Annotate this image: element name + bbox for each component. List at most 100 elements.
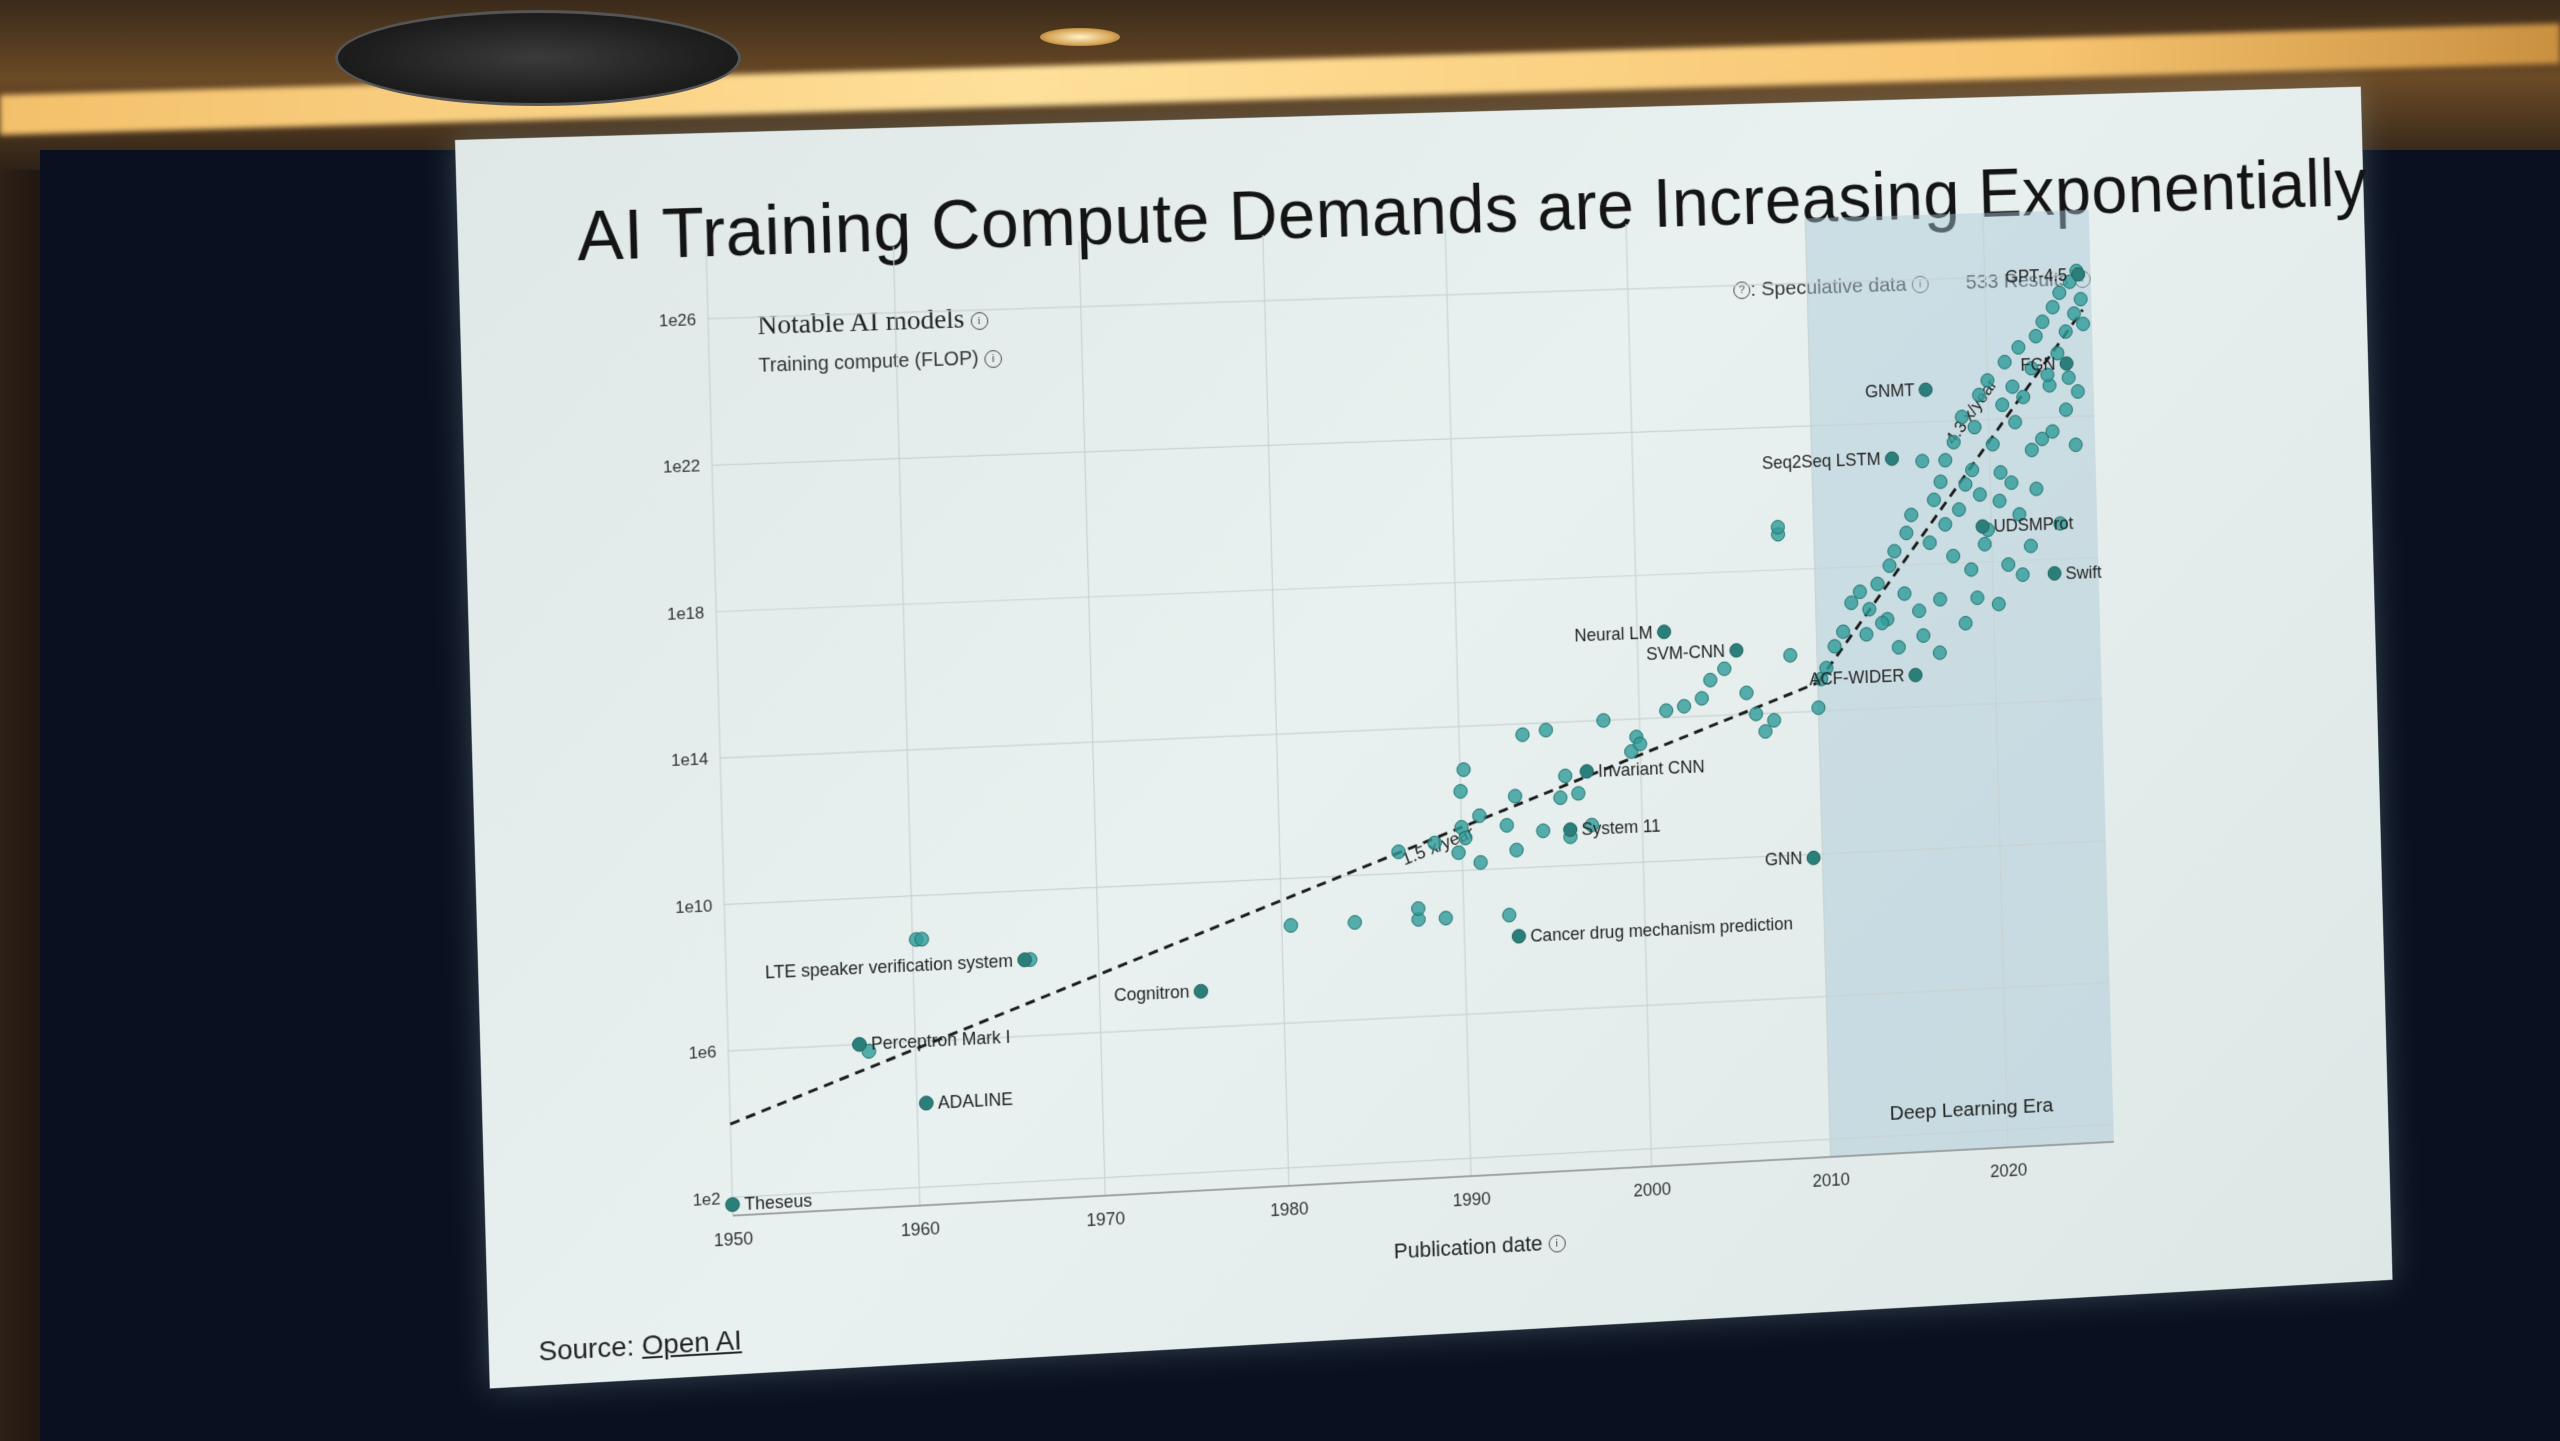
- data-point[interactable]: [1933, 592, 1946, 606]
- data-point[interactable]: [1633, 737, 1647, 751]
- data-point[interactable]: [2071, 385, 2084, 399]
- data-point[interactable]: [1457, 763, 1471, 777]
- data-point[interactable]: [2005, 476, 2018, 490]
- data-point[interactable]: [2036, 315, 2049, 329]
- data-point[interactable]: [1659, 704, 1673, 718]
- data-point[interactable]: [1971, 591, 1984, 605]
- data-point[interactable]: [2002, 558, 2015, 572]
- data-point[interactable]: [2076, 317, 2089, 331]
- data-point[interactable]: [1853, 585, 1866, 599]
- data-point[interactable]: [1828, 639, 1841, 653]
- model-point[interactable]: [725, 1197, 739, 1212]
- model-point[interactable]: [1730, 643, 1744, 657]
- data-point[interactable]: [1767, 713, 1780, 727]
- data-point[interactable]: [1905, 508, 1918, 522]
- model-point[interactable]: [1885, 452, 1898, 466]
- data-point[interactable]: [2029, 329, 2042, 343]
- data-point[interactable]: [1845, 596, 1858, 610]
- data-point[interactable]: [2074, 292, 2087, 306]
- data-point[interactable]: [1704, 673, 1718, 687]
- model-point[interactable]: [1976, 519, 1989, 533]
- data-point[interactable]: [2030, 482, 2043, 496]
- data-point[interactable]: [1939, 453, 1952, 467]
- data-point[interactable]: [2025, 443, 2038, 457]
- data-point[interactable]: [1947, 549, 1960, 563]
- data-point[interactable]: [1554, 791, 1568, 805]
- data-point[interactable]: [915, 932, 929, 946]
- model-point[interactable]: [919, 1096, 933, 1111]
- data-point[interactable]: [1933, 646, 1946, 660]
- data-point[interactable]: [1771, 520, 1784, 534]
- data-point[interactable]: [1510, 843, 1524, 857]
- data-point[interactable]: [1392, 845, 1406, 859]
- data-point[interactable]: [1539, 723, 1553, 737]
- data-point[interactable]: [1459, 831, 1473, 845]
- data-point[interactable]: [1749, 707, 1762, 721]
- data-point[interactable]: [1959, 616, 1972, 630]
- data-point[interactable]: [1947, 435, 1960, 449]
- data-point[interactable]: [1986, 437, 1999, 451]
- data-point[interactable]: [1996, 398, 2009, 412]
- data-point[interactable]: [2046, 424, 2059, 438]
- model-point[interactable]: [852, 1037, 866, 1052]
- data-point[interactable]: [1500, 818, 1514, 832]
- data-point[interactable]: [1892, 640, 1905, 654]
- data-point[interactable]: [1888, 544, 1901, 558]
- data-point[interactable]: [1558, 769, 1572, 783]
- data-point[interactable]: [1968, 420, 1981, 434]
- data-point[interactable]: [1972, 388, 1985, 402]
- data-point[interactable]: [1992, 597, 2005, 611]
- model-point[interactable]: [1807, 851, 1820, 865]
- data-point[interactable]: [1474, 855, 1488, 869]
- model-point[interactable]: [1563, 823, 1577, 837]
- model-point[interactable]: [1919, 383, 1932, 397]
- data-point[interactable]: [2053, 286, 2066, 300]
- data-point[interactable]: [1502, 908, 1516, 922]
- data-point[interactable]: [1536, 824, 1550, 838]
- data-point[interactable]: [2069, 438, 2082, 452]
- data-point[interactable]: [1993, 494, 2006, 508]
- data-point[interactable]: [2006, 380, 2019, 394]
- data-point[interactable]: [2008, 415, 2021, 429]
- data-point[interactable]: [1973, 488, 1986, 502]
- data-point[interactable]: [1952, 503, 1965, 517]
- data-point[interactable]: [1863, 602, 1876, 616]
- data-point[interactable]: [1740, 686, 1753, 700]
- data-point[interactable]: [1917, 629, 1930, 643]
- data-point[interactable]: [1955, 410, 1968, 424]
- model-point[interactable]: [1909, 668, 1922, 682]
- model-point[interactable]: [1194, 984, 1208, 998]
- data-point[interactable]: [1572, 786, 1586, 800]
- data-point[interactable]: [1998, 355, 2011, 369]
- data-point[interactable]: [1516, 728, 1530, 742]
- data-point[interactable]: [1348, 915, 1362, 929]
- data-point[interactable]: [1597, 713, 1611, 727]
- data-point[interactable]: [1978, 537, 1991, 551]
- source-link[interactable]: Open AI: [641, 1324, 742, 1360]
- model-point[interactable]: [2072, 267, 2085, 281]
- data-point[interactable]: [2016, 568, 2029, 582]
- data-point[interactable]: [1860, 627, 1873, 641]
- data-point[interactable]: [1284, 918, 1298, 932]
- data-point[interactable]: [1411, 901, 1425, 915]
- data-point[interactable]: [2012, 340, 2025, 354]
- data-point[interactable]: [1508, 789, 1522, 803]
- data-point[interactable]: [1883, 559, 1896, 573]
- data-point[interactable]: [1981, 374, 1994, 388]
- data-point[interactable]: [1784, 648, 1797, 662]
- data-point[interactable]: [1428, 836, 1442, 850]
- data-point[interactable]: [1934, 475, 1947, 489]
- data-point[interactable]: [1900, 526, 1913, 540]
- data-point[interactable]: [1695, 691, 1709, 705]
- data-point[interactable]: [1875, 616, 1888, 630]
- data-point[interactable]: [2062, 371, 2075, 385]
- model-point[interactable]: [2060, 357, 2073, 371]
- data-point[interactable]: [1923, 536, 1936, 550]
- model-point[interactable]: [1512, 929, 1526, 943]
- data-point[interactable]: [1439, 911, 1453, 925]
- data-point[interactable]: [1454, 784, 1468, 798]
- data-point[interactable]: [1939, 517, 1952, 531]
- data-point[interactable]: [2024, 539, 2037, 553]
- data-point[interactable]: [2017, 390, 2030, 404]
- data-point[interactable]: [1965, 463, 1978, 477]
